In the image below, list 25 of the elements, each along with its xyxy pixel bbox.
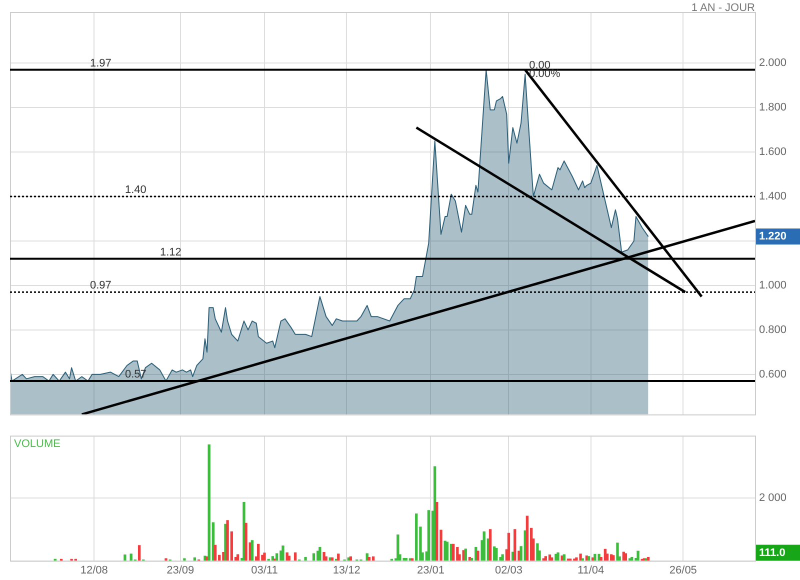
y-tick-label: 1.800 <box>759 102 787 114</box>
x-tick-label: 03/11 <box>251 564 278 576</box>
x-tick-label: 12/08 <box>80 564 108 576</box>
ref-line-label: 0.97 <box>90 280 112 292</box>
y-tick-label: 1.400 <box>759 190 787 203</box>
y-tick-label: 2.000 <box>759 57 787 70</box>
annotation: 0.00% <box>529 68 561 80</box>
y-tick-label: 1.600 <box>759 146 787 158</box>
text: 1.220 <box>759 230 787 243</box>
y-tick-label: 1.000 <box>759 279 787 292</box>
y-tick-label: 2 000 <box>759 492 787 504</box>
chart-subtitle: 1 AN - JOUR <box>691 2 756 14</box>
x-tick-label: 23/09 <box>166 564 194 576</box>
y-tick-label: 0.600 <box>759 368 787 380</box>
x-tick-label: 26/05 <box>669 564 697 576</box>
text: 111.0 <box>759 546 786 559</box>
ref-line-label: 1.12 <box>160 246 182 258</box>
x-tick-label: 23/01 <box>416 564 444 576</box>
x-tick-label: 02/03 <box>494 564 522 576</box>
ref-line-label: 1.97 <box>90 57 112 70</box>
y-tick-label: 0.800 <box>759 324 787 336</box>
x-tick-label: 11/04 <box>577 564 604 576</box>
y-axis-title: VOLUME <box>14 438 60 450</box>
ref-line-label: 1.40 <box>125 184 146 196</box>
x-tick-label: 13/12 <box>332 564 360 576</box>
